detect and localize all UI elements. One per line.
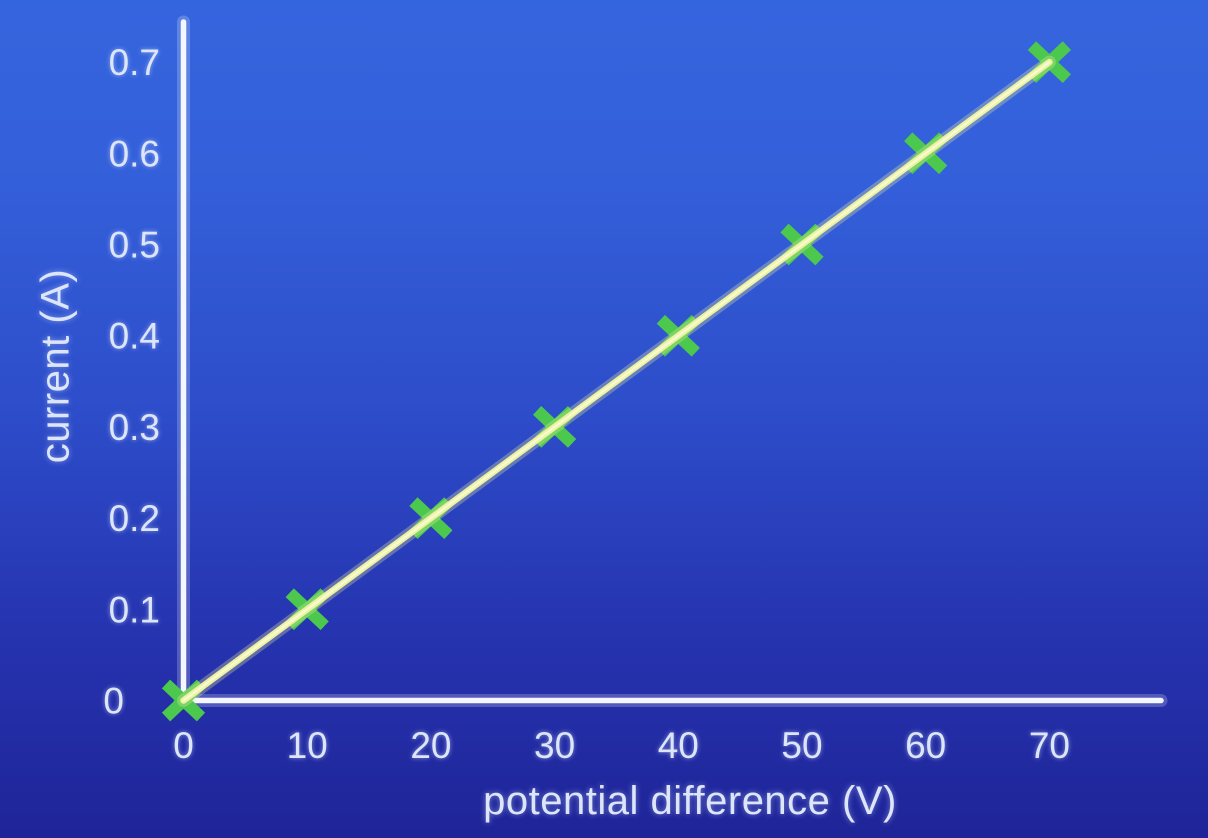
x-tick-label: 10 — [287, 725, 328, 766]
x-axis-title: potential difference (V) — [483, 779, 897, 823]
y-tick-label: 0.2 — [109, 498, 160, 539]
y-axis-title: current (A) — [33, 268, 78, 464]
y-tick-label: 0 — [103, 681, 124, 722]
x-tick-label: 30 — [534, 725, 575, 766]
x-tick-label: 70 — [1029, 725, 1070, 766]
y-tick-label: 0.3 — [109, 407, 160, 448]
y-tick-label: 0.4 — [109, 316, 160, 357]
x-tick-label: 0 — [173, 725, 194, 766]
best-fit-line-highlight — [182, 60, 1051, 702]
x-tick-label: 20 — [410, 725, 451, 766]
x-tick-label: 50 — [781, 725, 822, 766]
y-tick-label: 0.1 — [109, 589, 160, 630]
y-tick-label: 0.6 — [109, 133, 160, 174]
x-tick-label: 40 — [658, 725, 699, 766]
x-tick-label: 60 — [905, 725, 946, 766]
y-tick-label: 0.7 — [109, 42, 160, 83]
y-tick-label: 0.5 — [109, 225, 160, 266]
